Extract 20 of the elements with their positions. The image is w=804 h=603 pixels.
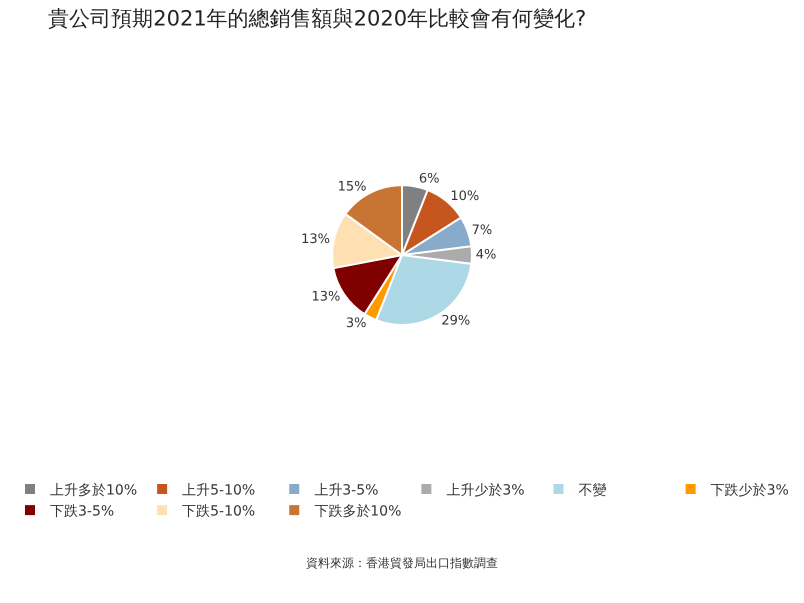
legend-label: 下跌3-5% [50, 504, 114, 520]
legend-label: 上升3-5% [314, 482, 378, 498]
data-label: 13% [301, 232, 330, 247]
data-label: 10% [450, 189, 480, 204]
data-label: 29% [441, 313, 470, 328]
data-label: 13% [311, 289, 340, 304]
data-label: 4% [476, 248, 496, 263]
legend-label: 下跌多於10% [314, 504, 402, 520]
legend-label: 上升少於3% [446, 482, 525, 498]
data-label: 7% [472, 223, 492, 238]
legend-label: 上升5-10% [182, 482, 256, 498]
legend-label: 下跌少於3% [710, 482, 789, 498]
data-label: 15% [338, 179, 366, 194]
source-note: 資料來源：香港貿發局出口指數調查 [306, 556, 498, 570]
legend-label: 不變 [578, 482, 606, 498]
data-label: 3% [346, 316, 366, 331]
legend-label: 下跌5-10% [182, 504, 256, 520]
data-label: 6% [418, 172, 440, 187]
legend-label: 上升多於10% [50, 482, 138, 498]
chart-title: 貴公司預期2021年的總銷售額與2020年比較會有何變化? [48, 6, 586, 30]
